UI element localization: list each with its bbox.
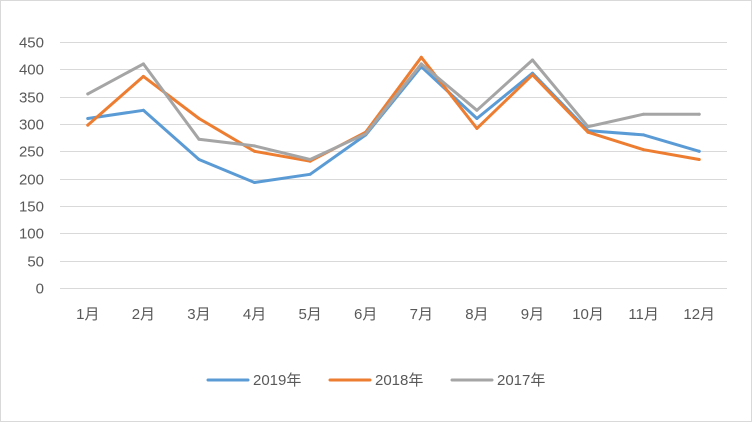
- y-tick-label-300: 300: [19, 117, 44, 134]
- data-point-1-12: [697, 158, 701, 161]
- legend-item-2: 2017年: [450, 372, 545, 389]
- data-point-1-8: [475, 126, 479, 130]
- y-tick-label-100: 100: [19, 226, 44, 243]
- series-line-2: [86, 58, 701, 161]
- data-point-2-4: [253, 144, 256, 148]
- x-tick-label-9: 9月: [521, 306, 544, 323]
- x-tick-label-6: 6月: [354, 306, 377, 323]
- data-point-2-2: [141, 62, 145, 66]
- y-tick-label-50: 50: [27, 254, 44, 271]
- y-axis: 0 50 100 150 200 250 300 350 400 450: [19, 35, 44, 298]
- x-tick-label-3: 3月: [187, 306, 210, 323]
- y-tick-label-150: 150: [19, 199, 44, 216]
- data-point-2-11: [642, 112, 646, 116]
- data-point-1-3: [197, 117, 201, 120]
- data-point-1-4: [253, 149, 256, 153]
- data-point-1-2: [141, 74, 145, 78]
- series-line-1: [86, 55, 701, 163]
- data-point-1-7: [419, 55, 423, 59]
- series-group: [86, 55, 701, 184]
- data-point-0-5: [308, 172, 312, 176]
- data-point-0-8: [475, 117, 479, 120]
- x-tick-label-4: 4月: [243, 306, 266, 323]
- y-tick-label-450: 450: [19, 35, 44, 52]
- legend-label-1: 2018年: [375, 372, 423, 389]
- x-tick-label-10: 10月: [572, 306, 604, 323]
- data-point-1-11: [642, 148, 646, 152]
- data-point-0-3: [197, 158, 201, 161]
- data-point-0-12: [697, 149, 701, 153]
- data-point-1-10: [586, 130, 590, 134]
- data-point-0-1: [86, 117, 90, 120]
- legend: 2019年 2018年 2017年: [206, 372, 545, 389]
- legend-item-0: 2019年: [206, 372, 301, 389]
- data-point-2-5: [308, 158, 312, 161]
- x-tick-label-11: 11月: [628, 306, 659, 323]
- data-point-2-1: [86, 92, 90, 96]
- data-point-2-12: [697, 112, 701, 116]
- legend-item-1: 2018年: [328, 372, 423, 389]
- y-tick-label-200: 200: [19, 172, 44, 189]
- x-tick-label-5: 5月: [298, 306, 321, 323]
- data-point-2-8: [475, 108, 479, 112]
- data-point-2-6: [364, 132, 368, 136]
- data-point-2-9: [531, 58, 534, 62]
- legend-label-0: 2019年: [253, 372, 301, 389]
- x-tick-label-1: 1月: [76, 306, 99, 323]
- y-tick-label-0: 0: [36, 281, 44, 298]
- data-point-2-10: [586, 125, 590, 129]
- y-tick-label-250: 250: [19, 144, 44, 161]
- x-tick-label-8: 8月: [465, 306, 488, 323]
- x-tick-label-12: 12月: [683, 306, 715, 323]
- data-point-0-11: [642, 133, 646, 137]
- data-point-1-9: [531, 73, 534, 77]
- legend-label-2: 2017年: [497, 372, 545, 389]
- x-tick-label-2: 2月: [132, 306, 155, 323]
- x-axis: 1月 2月 3月 4月 5月 6月 7月 8月 9月 10月 11月 12月: [76, 306, 715, 323]
- y-tick-label-400: 400: [19, 62, 44, 79]
- data-point-1-1: [86, 123, 90, 127]
- x-tick-label-7: 7月: [410, 306, 433, 323]
- y-tick-label-350: 350: [19, 90, 44, 107]
- data-point-0-4: [253, 181, 256, 184]
- series-2: [86, 58, 701, 161]
- data-point-2-3: [197, 137, 201, 141]
- data-point-0-2: [141, 108, 145, 112]
- gridlines: [60, 42, 727, 289]
- data-point-2-7: [419, 62, 423, 66]
